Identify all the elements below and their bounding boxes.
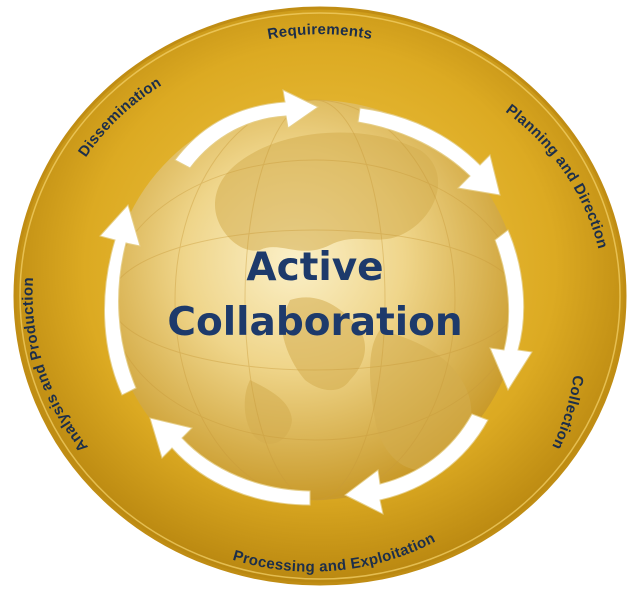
cycle-arrows bbox=[99, 89, 533, 515]
arrow-dissemination bbox=[99, 204, 141, 396]
label-requirements: Requirements bbox=[266, 21, 374, 43]
arrow-analysis bbox=[149, 417, 311, 506]
arrow-collection bbox=[489, 229, 533, 392]
arrow-processing bbox=[344, 413, 489, 515]
map-shapes bbox=[215, 132, 472, 470]
center-title-line1: Active bbox=[246, 245, 383, 290]
arrow-planning bbox=[357, 107, 501, 196]
center-title-line2: Collaboration bbox=[167, 300, 462, 345]
arrow-requirements bbox=[174, 89, 319, 169]
